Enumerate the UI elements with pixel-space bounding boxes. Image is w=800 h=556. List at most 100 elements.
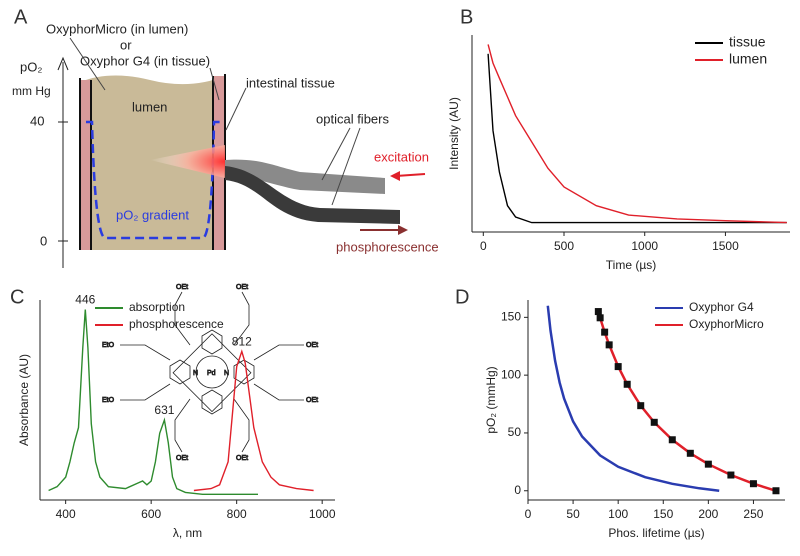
structure-label: EtO (102, 397, 115, 404)
core-ring (195, 355, 229, 389)
marker (594, 308, 602, 316)
panel-label: D (455, 286, 469, 308)
structure-label: OEt (306, 397, 318, 404)
leader (331, 127, 361, 206)
leader (209, 67, 220, 101)
y-axis-label: Intensity (AU) (447, 97, 461, 170)
structure-label: N (193, 370, 198, 377)
leader (69, 37, 106, 91)
x-tick-label: 200 (698, 507, 718, 521)
chain (174, 398, 191, 453)
x-axis-label: λ, nm (173, 526, 202, 540)
lumen-body (80, 75, 225, 250)
y-axis-label: Absorbance (AU) (17, 354, 31, 446)
excitation-label: excitation (374, 149, 429, 164)
benzo-ring (201, 389, 223, 415)
x-tick-label: 400 (56, 507, 76, 521)
peak-label: 446 (75, 293, 95, 307)
marker (650, 418, 658, 426)
phosphorescence-label: phosphorescence (336, 239, 439, 254)
leader (225, 87, 247, 131)
series-line (487, 44, 787, 224)
peak-label: 812 (232, 335, 252, 349)
structure-label: OEt (236, 284, 248, 291)
gradient-label: pO₂ gradient (116, 207, 189, 222)
axis-unit: mm Hg (12, 84, 51, 98)
structure-label: OEt (306, 342, 318, 349)
marker (772, 487, 780, 495)
tissue-wall (80, 80, 91, 250)
x-tick-label: 150 (653, 507, 673, 521)
series-line (597, 311, 777, 492)
x-axis-label: Phos. lifetime (µs) (608, 526, 704, 540)
arrowhead (390, 171, 400, 181)
probe-label: Oxyphor G4 (in tissue) (80, 53, 210, 68)
legend-label: OxyphorMicro (689, 317, 764, 331)
marker (623, 380, 631, 388)
fiber (225, 166, 400, 224)
structure-label: OEt (236, 455, 248, 462)
legend-label: tissue (729, 34, 766, 50)
chain (233, 398, 250, 453)
x-tick-label: 0 (525, 507, 532, 521)
benzo-ring (201, 329, 223, 355)
x-tick-label: 500 (554, 239, 574, 253)
y-tick-label: 100 (501, 367, 521, 381)
tick-label: 40 (30, 113, 44, 128)
structure-label: Pd (207, 370, 216, 377)
chain (253, 344, 304, 361)
marker (637, 402, 645, 410)
marker (601, 328, 609, 336)
light-cone (150, 145, 225, 178)
fibers-label: optical fibers (316, 111, 389, 126)
legend-label: Oxyphor G4 (689, 300, 754, 314)
marker (614, 363, 622, 371)
series-line (48, 309, 258, 495)
legend-label: phosphorescence (129, 317, 224, 331)
peak-label: 631 (154, 403, 174, 417)
y-tick-label: 50 (508, 425, 522, 439)
marker (686, 449, 694, 457)
x-tick-label: 250 (743, 507, 763, 521)
core-ring (172, 333, 252, 413)
chain (174, 291, 191, 346)
x-tick-label: 600 (141, 507, 161, 521)
structure-label: EtO (102, 342, 115, 349)
diagram-panel: A pO₂ mm Hg 40 0 lumen pO₂ gradient Oxyp… (12, 6, 439, 268)
legend-label: lumen (729, 51, 767, 67)
x-tick-label: 50 (566, 507, 580, 521)
chain (120, 383, 171, 401)
chain (253, 383, 304, 401)
structure-label: OEt (176, 284, 188, 291)
marker (668, 436, 676, 444)
benzo-ring (169, 359, 191, 385)
legend-label: absorption (129, 300, 185, 314)
panel-label: C (10, 286, 24, 308)
x-tick-label: 1500 (712, 239, 739, 253)
fiber (225, 159, 385, 194)
x-axis-label: Time (µs) (606, 258, 656, 272)
y-tick-label: 150 (501, 310, 521, 324)
arrow (395, 173, 426, 177)
marker (605, 341, 613, 349)
series-line (546, 305, 720, 493)
x-tick-label: 0 (480, 239, 487, 253)
tissue-label: intestinal tissue (246, 75, 335, 90)
panel-label: B (460, 6, 473, 28)
tick-label: 0 (40, 233, 47, 248)
arrowhead (398, 225, 408, 235)
marker (727, 471, 735, 479)
chain (233, 291, 250, 346)
x-tick-label: 100 (608, 507, 628, 521)
structure-label: OEt (176, 455, 188, 462)
leader (321, 127, 351, 181)
series-line (487, 53, 787, 224)
chain (120, 344, 171, 361)
marker (749, 480, 757, 488)
axis-arrow (57, 56, 69, 71)
y-tick-label: 0 (514, 483, 521, 497)
marker (596, 314, 604, 322)
structure-label: N (224, 370, 229, 377)
y-axis-label: pO₂ (mmHg) (484, 366, 498, 433)
